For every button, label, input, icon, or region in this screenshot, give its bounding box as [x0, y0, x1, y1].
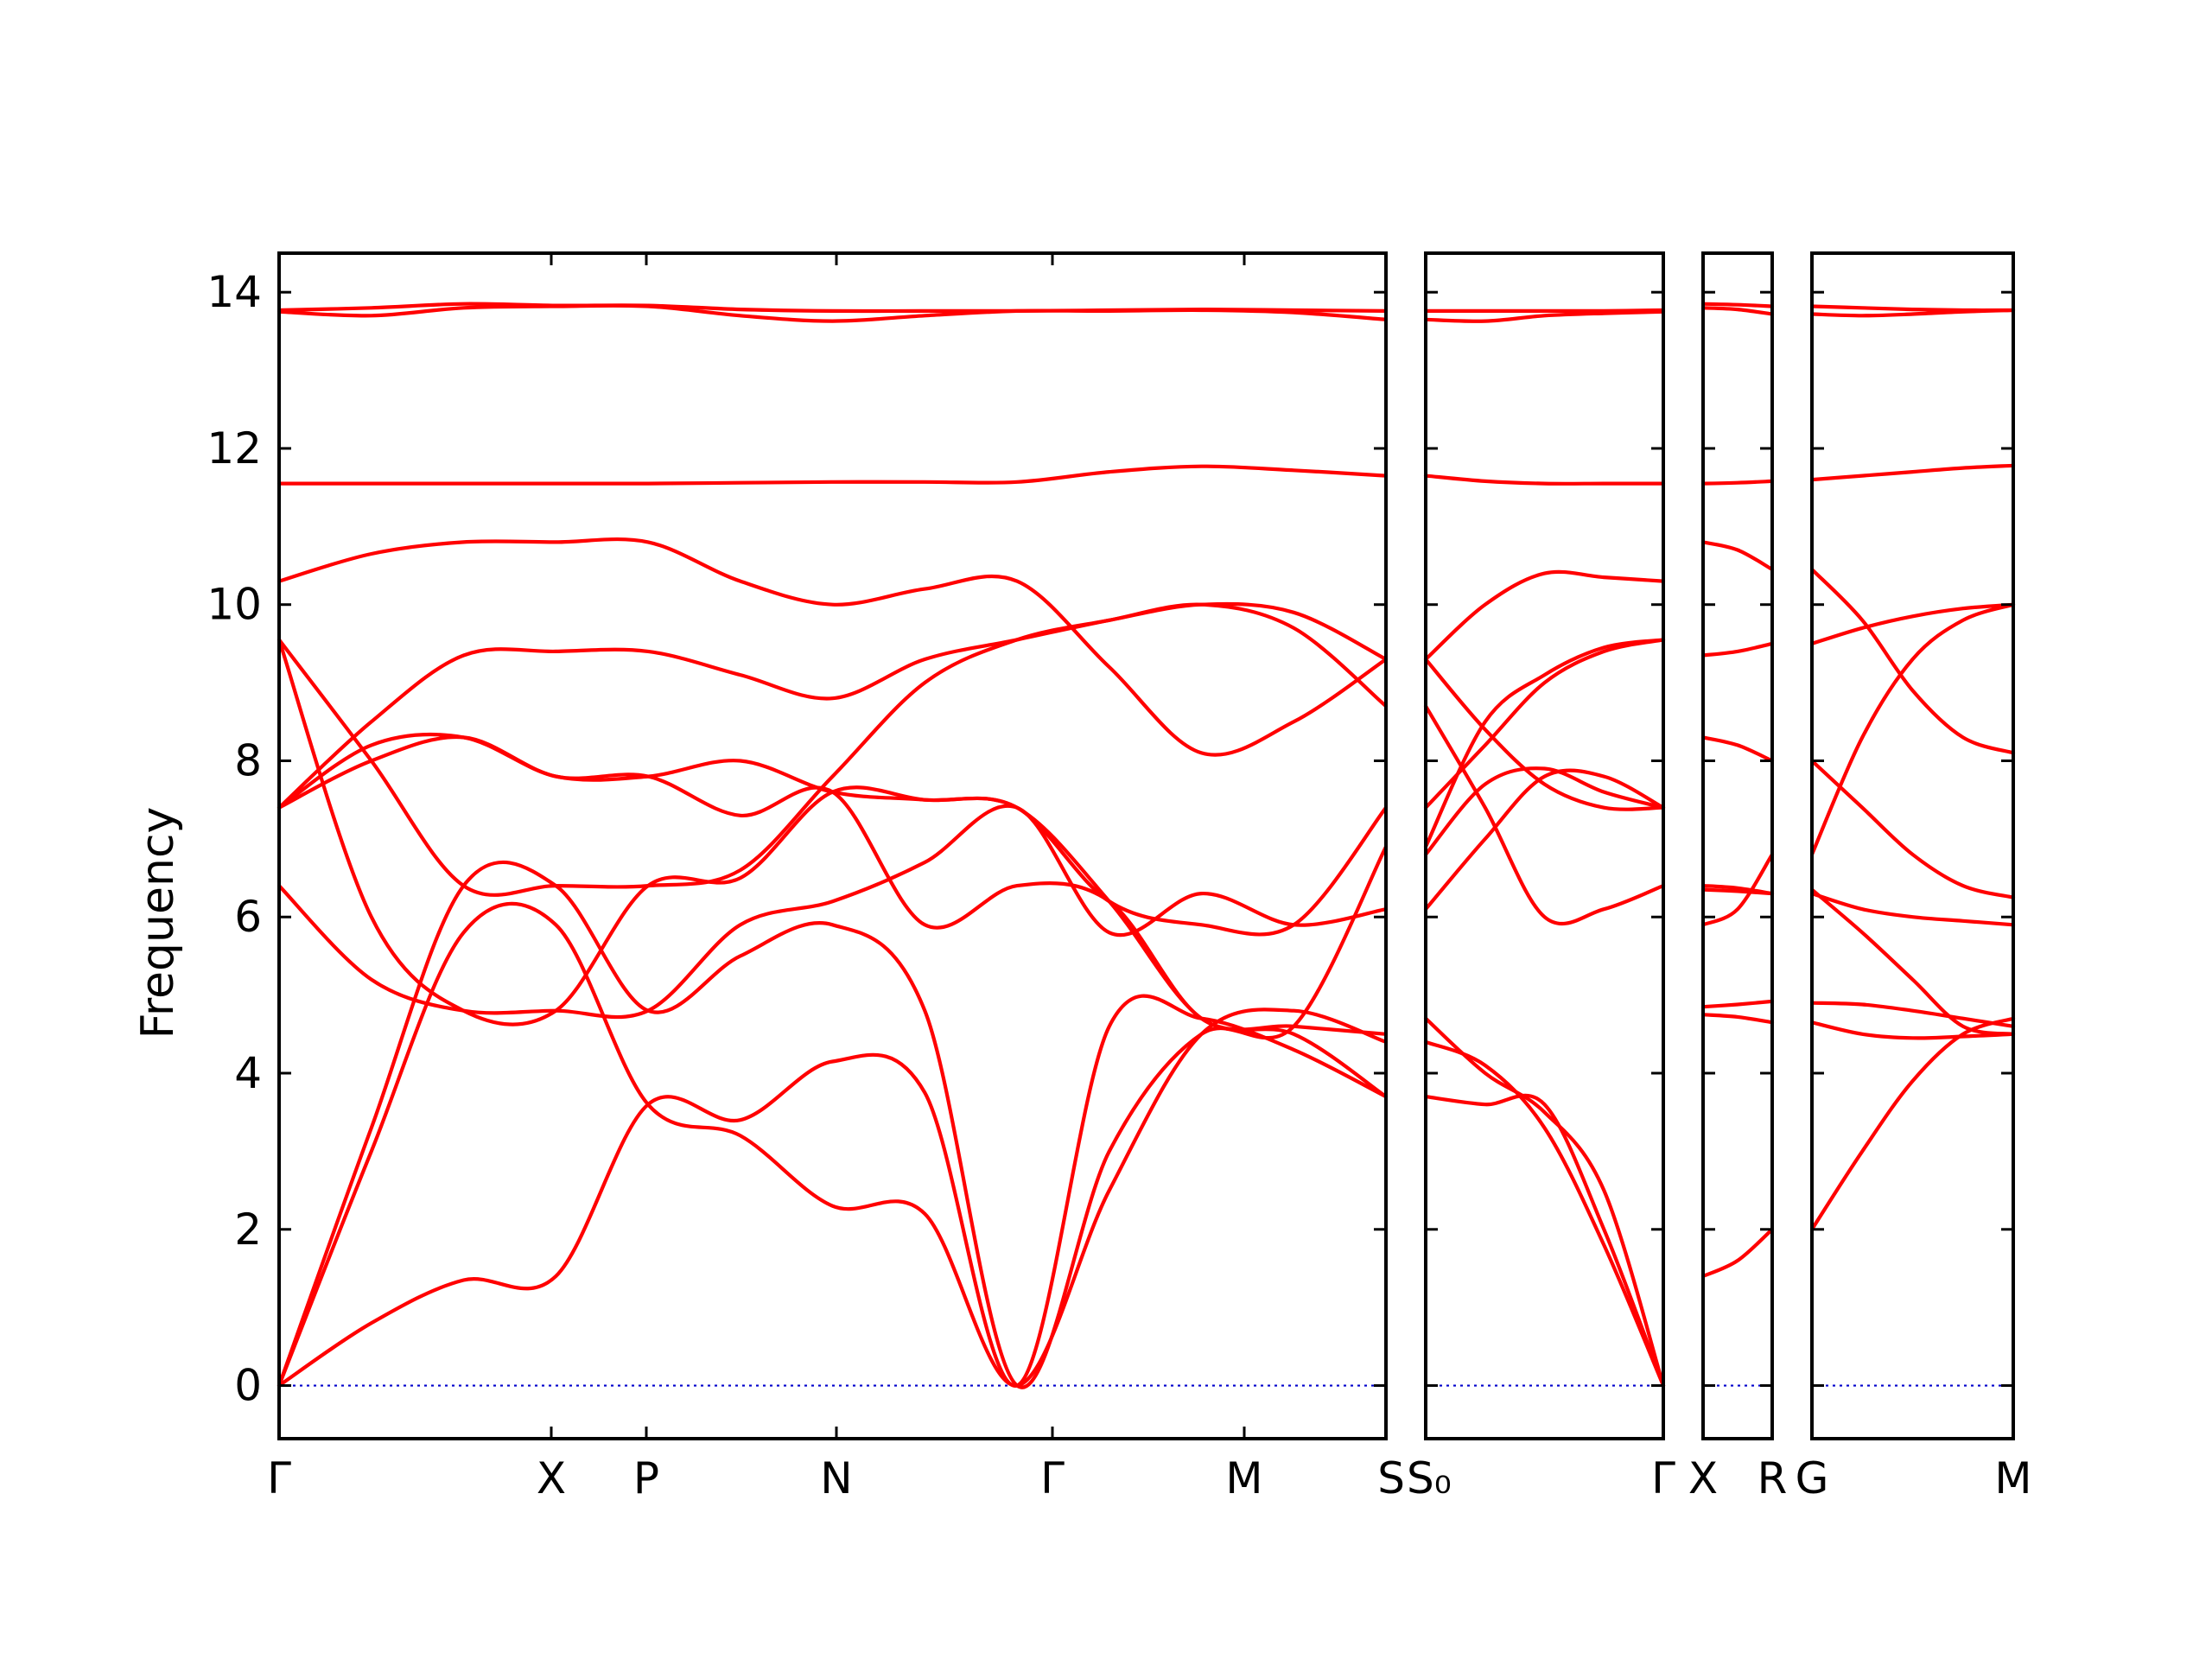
- band-line-band-11: [1700, 306, 1775, 316]
- band-line-band-5: [1423, 766, 1666, 856]
- chart-panel-2: S₀ Γ: [1407, 251, 1675, 1503]
- path-label: M: [1994, 1453, 2031, 1503]
- band-line-band-2: [276, 901, 1389, 1388]
- band-line-band-9: [276, 602, 1389, 810]
- band-line-band-7: [1423, 704, 1666, 926]
- path-label: X: [537, 1453, 566, 1503]
- y-tick-label: 4: [234, 1048, 262, 1098]
- band-line-band-6: [1809, 759, 2016, 899]
- path-label: P: [633, 1453, 659, 1503]
- y-tick-label: 8: [234, 735, 262, 785]
- band-line-band-7: [276, 638, 1389, 1099]
- band-line-band-4: [1809, 892, 2016, 927]
- y-axis-label: Frequency: [132, 807, 184, 1039]
- y-tick-label: 12: [207, 423, 262, 474]
- path-label: Γ: [267, 1453, 291, 1503]
- band-line-band-10: [1423, 569, 1666, 662]
- band-line-band-1: [1700, 1227, 1775, 1279]
- band-line-band-8: [1809, 602, 2016, 645]
- band-line-band-9: [1809, 567, 2016, 755]
- band-line-band-11: [276, 464, 1389, 486]
- path-label: S: [1377, 1453, 1405, 1503]
- band-line-band-5: [1809, 887, 2016, 1036]
- band-line-band-6: [1423, 638, 1666, 810]
- band-line-band-10: [1700, 479, 1775, 486]
- y-tick-label: 6: [234, 892, 262, 942]
- band-line-band-10: [276, 537, 1389, 757]
- path-label: M: [1225, 1453, 1262, 1503]
- band-line-band-12: [1700, 302, 1775, 308]
- band-line-band-2: [1423, 1039, 1666, 1388]
- path-label: G: [1796, 1453, 1829, 1503]
- band-line-band-12: [1423, 309, 1666, 323]
- band-line-band-10: [1809, 463, 2016, 482]
- path-label: N: [820, 1453, 852, 1503]
- band-line-band-4: [1423, 768, 1666, 912]
- band-line-band-3: [1423, 1016, 1666, 1388]
- panel-frame: [1701, 251, 1774, 1440]
- band-line-band-3: [276, 844, 1389, 1389]
- band-line-band-4: [1700, 852, 1775, 927]
- band-line-band-12: [1809, 304, 2016, 313]
- y-tick-label: 0: [234, 1361, 262, 1411]
- band-line-band-2: [1809, 1020, 2016, 1040]
- band-line-band-1: [1423, 1093, 1666, 1388]
- y-tick-label: 14: [207, 267, 262, 317]
- band-line-band-9: [1423, 638, 1666, 849]
- path-label: S₀: [1407, 1453, 1452, 1503]
- band-line-band-1: [276, 994, 1389, 1388]
- band-line-band-13: [276, 302, 1389, 314]
- panel-frame: [1424, 251, 1665, 1440]
- band-line-band-7: [1809, 602, 2016, 856]
- band-line-band-3: [1809, 1001, 2016, 1028]
- band-line-band-5: [276, 732, 1389, 1036]
- band-line-band-1: [1809, 1016, 2016, 1231]
- band-line-band-3: [1700, 999, 1775, 1009]
- path-label: X: [1688, 1453, 1718, 1503]
- band-line-band-9: [1700, 540, 1775, 572]
- band-line-band-2: [1700, 1013, 1775, 1025]
- path-label: R: [1758, 1453, 1788, 1503]
- path-label: Γ: [1651, 1453, 1675, 1503]
- band-line-band-13: [1423, 308, 1666, 314]
- y-tick-label: 10: [207, 580, 262, 630]
- band-line-band-8: [1423, 657, 1666, 811]
- band-line-band-7: [1700, 735, 1775, 763]
- band-line-band-6: [276, 734, 1389, 937]
- panel-frame: [1810, 251, 2015, 1440]
- band-line-band-4: [276, 804, 1389, 1020]
- band-line-band-8: [276, 601, 1389, 897]
- band-line-band-6: [1700, 887, 1775, 896]
- y-tick-label: 2: [234, 1205, 262, 1255]
- band-line-band-11: [1423, 474, 1666, 486]
- path-label: Γ: [1040, 1453, 1065, 1503]
- band-line-band-8: [1700, 641, 1775, 658]
- panel-frame: [277, 251, 1388, 1440]
